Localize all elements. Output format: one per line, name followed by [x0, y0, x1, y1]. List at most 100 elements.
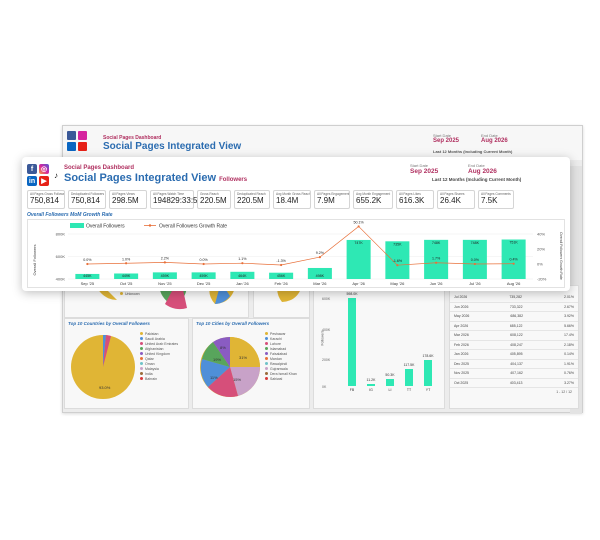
- kpi-value: 7.9M: [317, 196, 335, 205]
- kpi-label: Deduplicated Reach: [237, 192, 266, 196]
- platform-bar-label: 598.0K: [346, 292, 358, 297]
- platform-ytick: 200K: [322, 358, 331, 362]
- table-cell: 686,382: [510, 314, 524, 319]
- growth-point: [86, 262, 89, 266]
- growth-point: [473, 262, 476, 266]
- y2-tick-label: 0%: [537, 262, 543, 267]
- instagram-icon: ◎: [39, 164, 49, 174]
- platform-category-label: LI: [388, 388, 392, 392]
- legend-item: Rawalpindi: [265, 361, 297, 366]
- cities-pie-label: 31%: [239, 355, 247, 360]
- kpi-card: All Pages Comments 7.5K: [478, 190, 514, 209]
- table-pagination[interactable]: 1 - 12 / 12: [556, 390, 572, 394]
- kpi-label: All Pages Shares: [440, 192, 465, 196]
- platform-bar: [367, 384, 375, 386]
- growth-point: [125, 262, 128, 265]
- table-cell: 17.4%: [564, 333, 574, 338]
- table-cell: Apr 2026: [454, 323, 469, 328]
- followers-table-panel: Jul 2026 735,282 2.01% Jun 2026 733,322 2.67%…: [449, 285, 579, 409]
- table-cell: 0.14%: [564, 352, 574, 357]
- table-cell: 1.91%: [564, 361, 574, 366]
- bg-page-title: Social Pages Integrated View: [103, 141, 242, 152]
- legend-item: Afghanistan: [140, 346, 178, 351]
- date-range-text: Last 12 Months (Including Current Month): [432, 177, 522, 182]
- bar-data-label: 735K: [393, 242, 402, 246]
- table-cell: 2.18%: [564, 342, 574, 347]
- legend-swatch-followers: [70, 223, 84, 228]
- growth-data-label: 1.1%: [238, 257, 247, 261]
- table-cell: Feb 2026: [454, 342, 469, 347]
- legend-item: Faisalabad: [265, 351, 297, 356]
- table-cell: 735,282: [509, 295, 522, 300]
- bar-data-label: 459K: [161, 274, 170, 278]
- youtube-icon: [78, 142, 87, 151]
- x-tick-label: Jul '26: [469, 281, 481, 286]
- y-tick-label: 800K: [56, 232, 66, 237]
- x-tick-label: Mar '26: [313, 281, 327, 286]
- table-cell: 404,137: [510, 361, 523, 366]
- kpi-card: Avg Month Engagement 655.2K: [353, 190, 393, 209]
- table-cell: 5.66%: [564, 323, 574, 328]
- table-cell: 2.67%: [564, 304, 574, 309]
- platform-category-label: FB: [349, 388, 355, 392]
- kpi-value: 7.5K: [481, 196, 498, 205]
- legend-item: Dera Ismail Khan: [265, 371, 297, 376]
- kpi-value: 750,814: [30, 196, 59, 205]
- kpi-card: Gross Reach 220.5M: [197, 190, 231, 209]
- start-date-picker[interactable]: Start Date Sep 2025: [410, 163, 439, 175]
- table-cell: Jun 2026: [454, 304, 469, 309]
- kpi-card: All Pages Likes 616.3K: [396, 190, 434, 209]
- kpi-label: All Pages Watch Time: [153, 192, 185, 196]
- legend-item: Islamabad: [265, 346, 297, 351]
- followers-bar: [462, 239, 487, 279]
- bar-data-label: 747K: [354, 241, 363, 245]
- countries-pie-label: 93.0%: [99, 385, 111, 390]
- integrated-view-card: f ◎ in ▶ ♪ Social Pages Dashboard Social…: [22, 157, 570, 291]
- bar-data-label: 498K: [316, 274, 325, 278]
- legend-item: Sahiwal: [265, 376, 297, 381]
- legend-item: Qatar: [140, 356, 178, 361]
- table-row: Nov 2025 407,162 0.76%: [450, 369, 578, 379]
- table-cell: 733,322: [509, 304, 523, 309]
- cities-pie-label: 19%: [213, 357, 221, 362]
- legend-item: United Arab Emirates: [140, 341, 178, 346]
- followers-bar: [152, 272, 177, 279]
- table-cell: 408,247: [510, 342, 523, 347]
- page-title: Social Pages Integrated View Followers: [64, 172, 248, 184]
- growth-data-label: 9.2%: [316, 251, 325, 255]
- kpi-value: 220.5M: [200, 196, 227, 205]
- kpi-value: 26.4K: [440, 196, 461, 205]
- kpi-label: All Pages Engagement: [317, 192, 349, 196]
- growth-point: [241, 262, 244, 265]
- legend-label-followers: Overall Followers: [86, 224, 125, 230]
- bg-start-date[interactable]: Start Date Sep 2025: [433, 133, 460, 144]
- kpi-card: All Pages Watch Time 194829:33:50: [150, 190, 202, 209]
- cities-pie-label: 15%: [233, 377, 241, 382]
- followers-bar: [346, 239, 371, 279]
- legend-marker-growth: [148, 224, 152, 227]
- end-date-picker[interactable]: End Date Aug 2026: [468, 163, 497, 175]
- pie1-legend: Unknown: [120, 291, 140, 296]
- table-cell: 0.76%: [564, 371, 574, 376]
- cities-panel: Top 10 Cities by Overall Followers 31% 1…: [192, 318, 310, 409]
- kpi-value: 298.5M: [112, 196, 139, 205]
- kpi-value: 18.4M: [276, 196, 299, 205]
- table-cell: 3.27%: [564, 380, 574, 385]
- bar-data-label: 748K: [432, 241, 441, 245]
- kpi-value: 194829:33:50: [153, 196, 202, 205]
- followers-bar: [269, 272, 294, 279]
- bg-small-title: Social Pages Dashboard: [103, 135, 162, 141]
- platform-ytick: 0K: [322, 385, 327, 389]
- kpi-value: 750,814: [71, 196, 100, 205]
- kpi-card: Avg Month Gross Reach 18.4M: [273, 190, 311, 209]
- chart-title: Overall Followers MoM Growth Rate: [27, 212, 113, 218]
- growth-data-label: -1.6%: [393, 259, 403, 263]
- legend-item: India: [140, 371, 178, 376]
- bg-end-date[interactable]: End Date Aug 2026: [481, 133, 508, 144]
- kpi-value: 616.3K: [399, 196, 425, 205]
- kpi-label: Gross Reach: [200, 192, 219, 196]
- table-cell: 3.92%: [564, 314, 574, 319]
- kpi-card: All Pages Gross Followers 750,814: [27, 190, 65, 209]
- kpi-label: All Pages Comments: [481, 192, 511, 196]
- legend-label-growth: Overall Followers Growth Rate: [159, 224, 227, 230]
